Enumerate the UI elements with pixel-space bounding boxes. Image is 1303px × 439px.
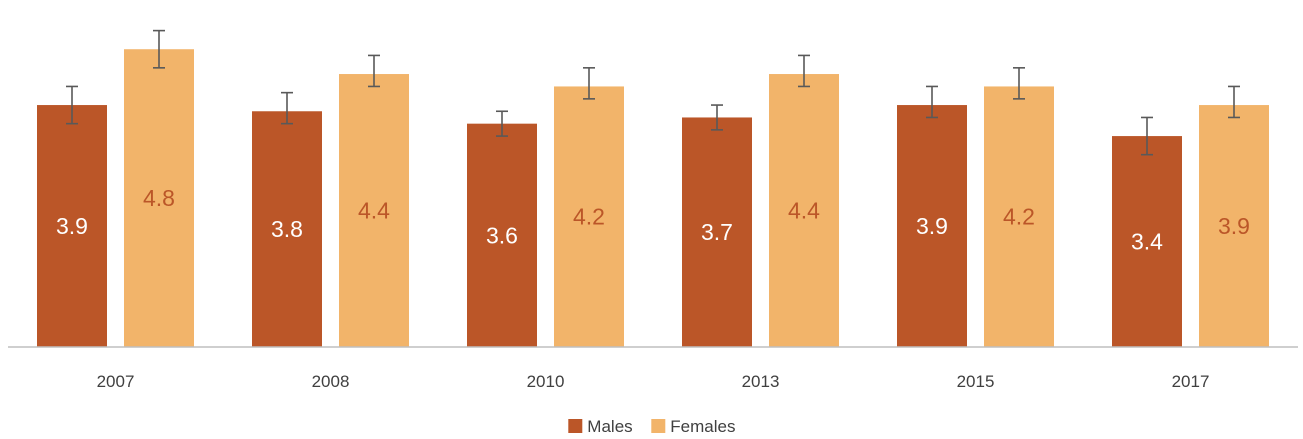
error-bar-males-2008 — [281, 91, 293, 125]
error-bar-females-2015 — [1013, 67, 1025, 100]
bar-females-2007 — [124, 49, 194, 347]
x-tick-label-2015: 2015 — [957, 372, 995, 391]
bars-group — [37, 49, 1269, 348]
data-label-females-2013: 4.4 — [788, 198, 820, 224]
legend-item-males: Males — [568, 417, 633, 436]
legend: Males Females — [568, 417, 735, 436]
bar-males-2008 — [252, 111, 322, 347]
bar-males-2017 — [1112, 136, 1182, 347]
x-tick-label-2008: 2008 — [312, 372, 350, 391]
x-tick-label-2007: 2007 — [97, 372, 135, 391]
data-label-males-2013: 3.7 — [701, 219, 733, 245]
legend-label-females: Females — [670, 417, 735, 436]
x-tick-label-2010: 2010 — [527, 372, 565, 391]
error-bar-females-2017 — [1228, 85, 1240, 119]
error-bar-females-2007 — [153, 29, 165, 69]
bar-males-2013 — [682, 117, 752, 348]
error-bars-group — [66, 29, 1240, 156]
data-label-males-2008: 3.8 — [271, 216, 303, 242]
data-label-males-2010: 3.6 — [486, 222, 518, 248]
error-bar-males-2007 — [66, 85, 78, 125]
data-label-females-2015: 4.2 — [1003, 204, 1035, 230]
error-bar-males-2010 — [496, 110, 508, 137]
data-label-males-2007: 3.9 — [56, 213, 88, 239]
bar-males-2015 — [897, 105, 967, 347]
bar-females-2010 — [554, 86, 624, 347]
data-label-females-2007: 4.8 — [143, 185, 175, 211]
error-bar-females-2010 — [583, 67, 595, 100]
error-bar-females-2008 — [368, 54, 380, 88]
data-label-females-2017: 3.9 — [1218, 213, 1250, 239]
data-labels-group: 3.9 4.8 3.8 4.4 3.6 4.2 3.7 4.4 3.9 4.2 3.4 3.9 — [56, 185, 1250, 254]
data-label-males-2015: 3.9 — [916, 213, 948, 239]
x-tick-labels-group: 2007 2008 2010 2013 2015 2017 — [97, 372, 1210, 391]
legend-item-females: Females — [651, 417, 735, 436]
data-label-females-2010: 4.2 — [573, 204, 605, 230]
x-tick-label-2017: 2017 — [1172, 372, 1210, 391]
error-bar-males-2013 — [711, 104, 723, 131]
bar-females-2015 — [984, 86, 1054, 347]
data-label-females-2008: 4.4 — [358, 198, 390, 224]
error-bar-females-2013 — [798, 54, 810, 88]
bar-females-2017 — [1199, 105, 1269, 347]
bar-females-2008 — [339, 74, 409, 347]
error-bar-males-2015 — [926, 85, 938, 119]
error-bar-males-2017 — [1141, 116, 1153, 156]
data-label-males-2017: 3.4 — [1131, 229, 1163, 255]
legend-label-males: Males — [587, 417, 632, 436]
bar-males-2010 — [467, 123, 537, 348]
bar-males-2007 — [37, 105, 107, 347]
bar-females-2013 — [769, 74, 839, 347]
legend-swatch-males — [568, 419, 583, 433]
legend-swatch-females — [651, 419, 666, 433]
x-tick-label-2013: 2013 — [742, 372, 780, 391]
